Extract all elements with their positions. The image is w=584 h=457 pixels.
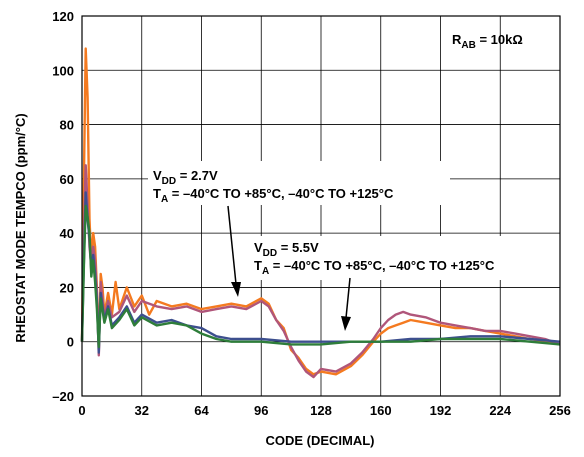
vdd27-tail: = 2.7V: [176, 168, 218, 183]
x-tick-label: 32: [135, 403, 149, 418]
rab-main: R: [452, 32, 462, 47]
svg-text:TA = –40°C TO +85°C, –40°C TO: TA = –40°C TO +85°C, –40°C TO +125°C: [254, 258, 495, 277]
y-tick-label: 60: [60, 172, 74, 187]
vdd55-main: V: [254, 240, 263, 255]
ta55-main: T: [254, 258, 262, 273]
vdd27-main: V: [153, 168, 162, 183]
svg-text:VDD = 5.5V: VDD = 5.5V: [254, 240, 319, 259]
ta27-tail: = –40°C TO +85°C, –40°C TO +125°C: [168, 186, 394, 201]
rab-sub: AB: [461, 40, 475, 51]
rab-annotation: RAB = 10kΩ: [452, 32, 523, 51]
rab-tail: = 10kΩ: [476, 32, 523, 47]
vdd55-annotation: VDD = 5.5V TA = –40°C TO +85°C, –40°C TO…: [250, 236, 552, 331]
vdd55-arrow-line: [345, 277, 351, 319]
x-tick-label: 224: [489, 403, 511, 418]
svg-text:VDD = 2.7V: VDD = 2.7V: [153, 168, 218, 187]
y-tick-label: 20: [60, 280, 74, 295]
x-tick-label: 64: [194, 403, 209, 418]
x-tick-label: 0: [78, 403, 85, 418]
vdd27-sub: DD: [162, 176, 176, 187]
x-axis-title: CODE (DECIMAL): [265, 433, 374, 448]
plot-frame: [81, 15, 561, 397]
vdd27-arrow-head: [231, 282, 241, 297]
x-tick-label: 96: [254, 403, 268, 418]
series-layer: [80, 47, 561, 379]
y-axis-title: RHEOSTAT MODE TEMPCO (ppm/°C): [13, 113, 28, 342]
series-line-3: [80, 204, 561, 349]
ta27-sub: A: [161, 194, 168, 205]
vdd55-sub: DD: [263, 248, 277, 259]
svg-text:TA = –40°C TO +85°C, –40°C TO: TA = –40°C TO +85°C, –40°C TO +125°C: [153, 186, 394, 205]
ta55-tail: = –40°C TO +85°C, –40°C TO +125°C: [269, 258, 495, 273]
vdd55-tail: = 5.5V: [277, 240, 319, 255]
vdd27-annotation: VDD = 2.7V TA = –40°C TO +85°C, –40°C TO…: [148, 161, 450, 297]
x-tick-label: 192: [430, 403, 452, 418]
y-tick-label: 80: [60, 118, 74, 133]
ta27-main: T: [153, 186, 161, 201]
x-tick-label: 256: [549, 403, 571, 418]
y-tick-label: 120: [52, 9, 74, 24]
x-tick-label: 160: [370, 403, 392, 418]
x-tick-label: 128: [310, 403, 332, 418]
vdd27-arrow-line: [227, 205, 237, 285]
vdd55-arrow-head: [341, 316, 351, 331]
y-tick-label: 0: [67, 335, 74, 350]
y-tick-label: 100: [52, 63, 74, 78]
y-tick-label: 40: [60, 226, 74, 241]
tick-layer: 0 32 64 96 128 160 192 224 256 –20 0 20 40 60 80 100 120: [52, 9, 571, 418]
y-tick-label: –20: [52, 389, 74, 404]
ta55-sub: A: [262, 266, 269, 277]
